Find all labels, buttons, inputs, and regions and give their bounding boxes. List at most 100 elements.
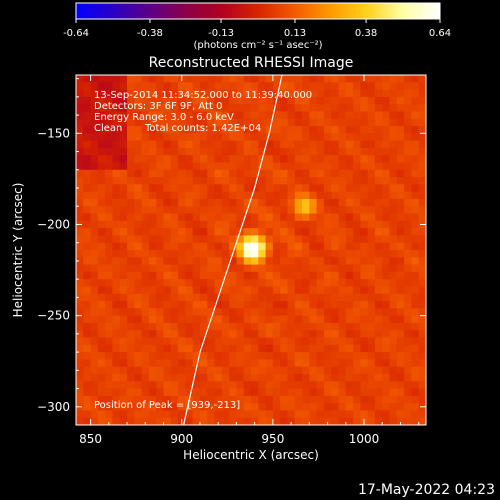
heatmap-cell [389, 96, 398, 105]
heatmap-cell [178, 133, 186, 142]
heatmap-cell [127, 228, 135, 236]
heatmap-cell [127, 198, 135, 207]
heatmap-cell [331, 344, 339, 353]
heatmap-cell [265, 286, 274, 295]
heatmap-cell [272, 286, 281, 295]
heatmap-cell [258, 264, 267, 273]
heatmap-cell [411, 417, 420, 425]
heatmap-cell [76, 235, 84, 244]
heatmap-cell [83, 82, 92, 91]
heatmap-cell [367, 104, 376, 112]
heatmap-cell [316, 410, 325, 419]
heatmap-cell [280, 264, 288, 273]
heatmap-cell [331, 162, 339, 171]
heatmap-cell [148, 89, 157, 98]
heatmap-cell [134, 410, 143, 419]
heatmap-cell [389, 388, 398, 397]
heatmap-cell [294, 264, 303, 273]
heatmap-cell [229, 286, 237, 295]
heatmap-cell [411, 169, 420, 178]
heatmap-cell [214, 111, 223, 120]
heatmap-cell [156, 191, 164, 200]
heatmap-cell [272, 104, 281, 112]
heatmap-cell [258, 213, 267, 222]
heatmap-cell [221, 242, 230, 251]
heatmap-cell [309, 220, 318, 229]
heatmap-cell [258, 330, 267, 338]
heatmap-cell [105, 184, 113, 193]
heatmap-cell [396, 133, 405, 142]
heatmap-cell [83, 162, 92, 171]
heatmap-cell [418, 104, 426, 112]
heatmap-cell [272, 322, 281, 331]
heatmap-cell [396, 206, 405, 215]
heatmap-cell [141, 250, 150, 258]
heatmap-cell [418, 206, 426, 215]
heatmap-cell [76, 147, 84, 156]
heatmap-cell [323, 286, 332, 295]
heatmap-cell [97, 381, 106, 390]
heatmap-cell [280, 177, 288, 185]
heatmap-cell [338, 381, 347, 390]
heatmap-cell [280, 184, 288, 193]
heatmap-cell [236, 359, 245, 368]
heatmap-cell [119, 257, 128, 266]
heatmap-cell [214, 184, 223, 193]
heatmap-cell [294, 140, 303, 149]
heatmap-cell [309, 82, 318, 91]
heatmap-cell [353, 177, 361, 185]
heatmap-cell [265, 344, 274, 353]
heatmap-cell [265, 410, 274, 419]
heatmap-cell [163, 308, 172, 317]
heatmap-cell [353, 96, 361, 105]
heatmap-cell [83, 373, 92, 382]
heatmap-cell [199, 271, 208, 280]
heatmap-cell [127, 155, 135, 163]
heatmap-cell [192, 184, 201, 193]
heatmap-cell [207, 388, 216, 397]
heatmap-cell [112, 111, 121, 120]
heatmap-cell [280, 242, 288, 251]
heatmap-cell [112, 220, 121, 229]
heatmap-cell [287, 286, 296, 295]
heatmap-cell [331, 242, 339, 251]
heatmap-cell [90, 308, 99, 317]
heatmap-cell [280, 169, 288, 178]
heatmap-cell [214, 373, 223, 382]
heatmap-cell [127, 279, 135, 287]
heatmap-cell [199, 242, 208, 251]
heatmap-cell [411, 395, 420, 404]
heatmap-cell [323, 257, 332, 266]
heatmap-cell [323, 308, 332, 317]
heatmap-cell [338, 330, 347, 338]
heatmap-cell [418, 140, 426, 149]
heatmap-cell [251, 242, 259, 251]
heatmap-cell [345, 206, 354, 215]
heatmap-cell [134, 126, 143, 134]
heatmap-cell [404, 162, 412, 171]
heatmap-cell [338, 155, 347, 163]
heatmap-cell [97, 366, 106, 375]
heatmap-cell [127, 89, 135, 98]
heatmap-cell [83, 89, 92, 98]
heatmap-cell [280, 228, 288, 236]
heatmap-cell [338, 191, 347, 200]
heatmap-cell [374, 257, 383, 266]
heatmap-cell [367, 184, 376, 193]
heatmap-cell [97, 286, 106, 295]
heatmap-cell [272, 133, 281, 142]
heatmap-cell [221, 162, 230, 171]
heatmap-cell [367, 162, 376, 171]
heatmap-cell [251, 140, 259, 149]
heatmap-cell [199, 395, 208, 404]
heatmap-cell [396, 118, 405, 127]
heatmap-cell [374, 395, 383, 404]
heatmap-cell [207, 344, 216, 353]
heatmap-cell [382, 104, 391, 112]
heatmap-cell [251, 388, 259, 397]
heatmap-cell [105, 235, 113, 244]
heatmap-cell [119, 344, 128, 353]
heatmap-cell [265, 315, 274, 324]
heatmap-cell [221, 184, 230, 193]
heatmap-cell [207, 184, 216, 193]
